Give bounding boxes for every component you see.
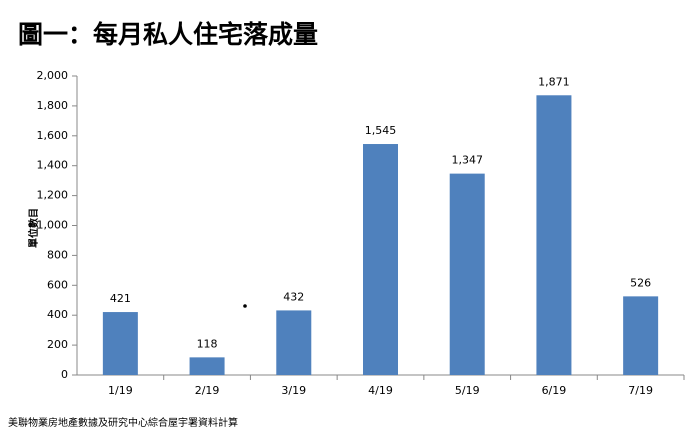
bar [536,95,572,376]
stray-dot [243,304,247,308]
x-tick-label: 1/19 [108,384,133,397]
y-tick-label: 200 [47,338,68,351]
bar [449,173,485,375]
bar [102,312,138,375]
y-tick-label: 400 [47,308,68,321]
y-tick-label: 1,600 [37,129,69,142]
y-axis-label: 單位數目 [27,208,40,248]
y-tick-label: 2,000 [37,69,69,82]
y-tick-label: 1,400 [37,159,69,172]
x-tick-label: 4/19 [368,384,393,397]
x-tick-label: 2/19 [195,384,220,397]
bar [363,144,398,375]
value-label: 118 [197,337,218,350]
value-label: 421 [110,292,131,305]
bar [623,296,659,375]
chart-title: 圖一：每月私人住宅落成量 [18,20,318,49]
y-tick-label: 1,200 [37,189,69,202]
bar [189,357,225,375]
x-tick-label: 6/19 [542,384,567,397]
value-label: 1,545 [365,124,397,137]
x-tick-label: 3/19 [281,384,306,397]
y-tick-label: 600 [47,278,68,291]
y-tick-label: 0 [61,368,68,381]
y-tick-label: 1,800 [37,99,69,112]
x-tick-label: 5/19 [455,384,480,397]
x-tick-label: 7/19 [628,384,653,397]
bar [276,310,312,375]
value-label: 526 [630,276,651,289]
value-label: 432 [283,290,304,303]
value-label: 1,347 [451,154,483,167]
y-tick-label: 1,000 [37,219,69,232]
y-tick-label: 800 [47,248,68,261]
value-label: 1,871 [538,75,570,88]
source-note: 美聯物業房地產數據及研究中心綜合屋宇署資料計算 [8,416,238,429]
